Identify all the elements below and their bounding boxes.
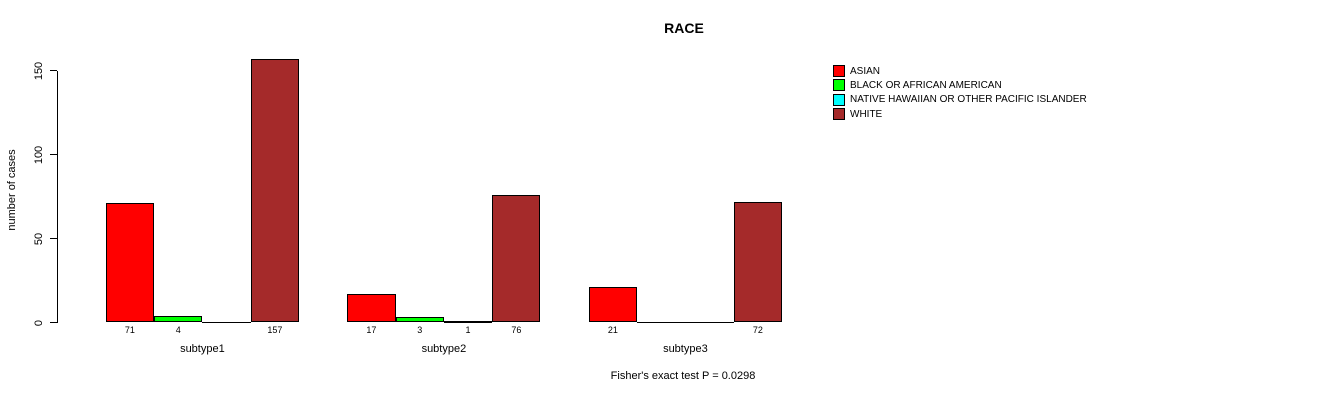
y-axis-tick xyxy=(49,322,57,323)
y-axis-tick-label: 150 xyxy=(33,61,45,80)
legend-item: BLACK OR AFRICAN AMERICAN xyxy=(833,78,1087,92)
y-axis-line xyxy=(56,70,58,323)
bar-black-or-african-american xyxy=(154,315,203,323)
legend-label: WHITE xyxy=(850,108,883,120)
bar-count-label: 3 xyxy=(417,325,423,335)
bar-white xyxy=(250,58,299,323)
legend-item: WHITE xyxy=(833,107,1087,121)
legend-label: BLACK OR AFRICAN AMERICAN xyxy=(850,79,1002,91)
y-axis-tick xyxy=(49,238,57,239)
x-axis-category-label: subtype3 xyxy=(663,343,708,355)
bar-white xyxy=(492,194,541,323)
y-axis-tick-label: 100 xyxy=(33,145,45,164)
y-axis-tick xyxy=(49,154,57,155)
zero-height-bar-black-or-african-american xyxy=(637,321,686,323)
bar-native-hawaiian-or-other-pacific-islander xyxy=(443,320,493,323)
fisher-test-annotation: Fisher's exact test P = 0.0298 xyxy=(610,370,756,382)
legend: ASIAN BLACK OR AFRICAN AMERICAN NATIVE HAW… xyxy=(833,64,1087,121)
y-axis-tick xyxy=(49,70,57,71)
bar-count-label: 21 xyxy=(607,325,618,335)
bar-asian xyxy=(105,203,155,323)
x-axis-category-label: subtype2 xyxy=(421,343,467,355)
legend-item: NATIVE HAWAIIAN OR OTHER PACIFIC ISLANDE… xyxy=(833,93,1087,107)
bar-count-label: 1 xyxy=(465,325,471,335)
bar-asian xyxy=(588,287,638,323)
bar-white xyxy=(733,201,782,323)
legend-item: ASIAN xyxy=(833,64,1087,78)
zero-height-bar-native-hawaiian-or-other-pacific-islander xyxy=(685,321,734,323)
legend-color-swatch xyxy=(833,108,845,121)
legend-label: NATIVE HAWAIIAN OR OTHER PACIFIC ISLANDE… xyxy=(850,94,1087,106)
legend-color-swatch xyxy=(833,79,845,92)
y-axis-tick-label: 0 xyxy=(33,319,45,326)
legend-color-swatch xyxy=(833,93,845,106)
bar-count-label: 71 xyxy=(124,325,135,335)
y-axis-tick-label: 50 xyxy=(33,232,45,245)
legend-color-swatch xyxy=(833,65,845,78)
bar-black-or-african-american xyxy=(395,317,444,323)
bar-count-label: 72 xyxy=(752,325,763,335)
bar-count-label: 157 xyxy=(267,325,283,335)
legend-label: ASIAN xyxy=(850,65,881,77)
chart-title: RACE xyxy=(664,20,704,36)
zero-height-bar-native-hawaiian-or-other-pacific-islander xyxy=(202,321,251,323)
bar-count-label: 76 xyxy=(511,325,522,335)
bar-count-label: 17 xyxy=(366,325,377,335)
bar-asian xyxy=(347,293,396,323)
bar-count-label: 4 xyxy=(175,325,181,335)
x-axis-category-label: subtype1 xyxy=(180,343,225,355)
